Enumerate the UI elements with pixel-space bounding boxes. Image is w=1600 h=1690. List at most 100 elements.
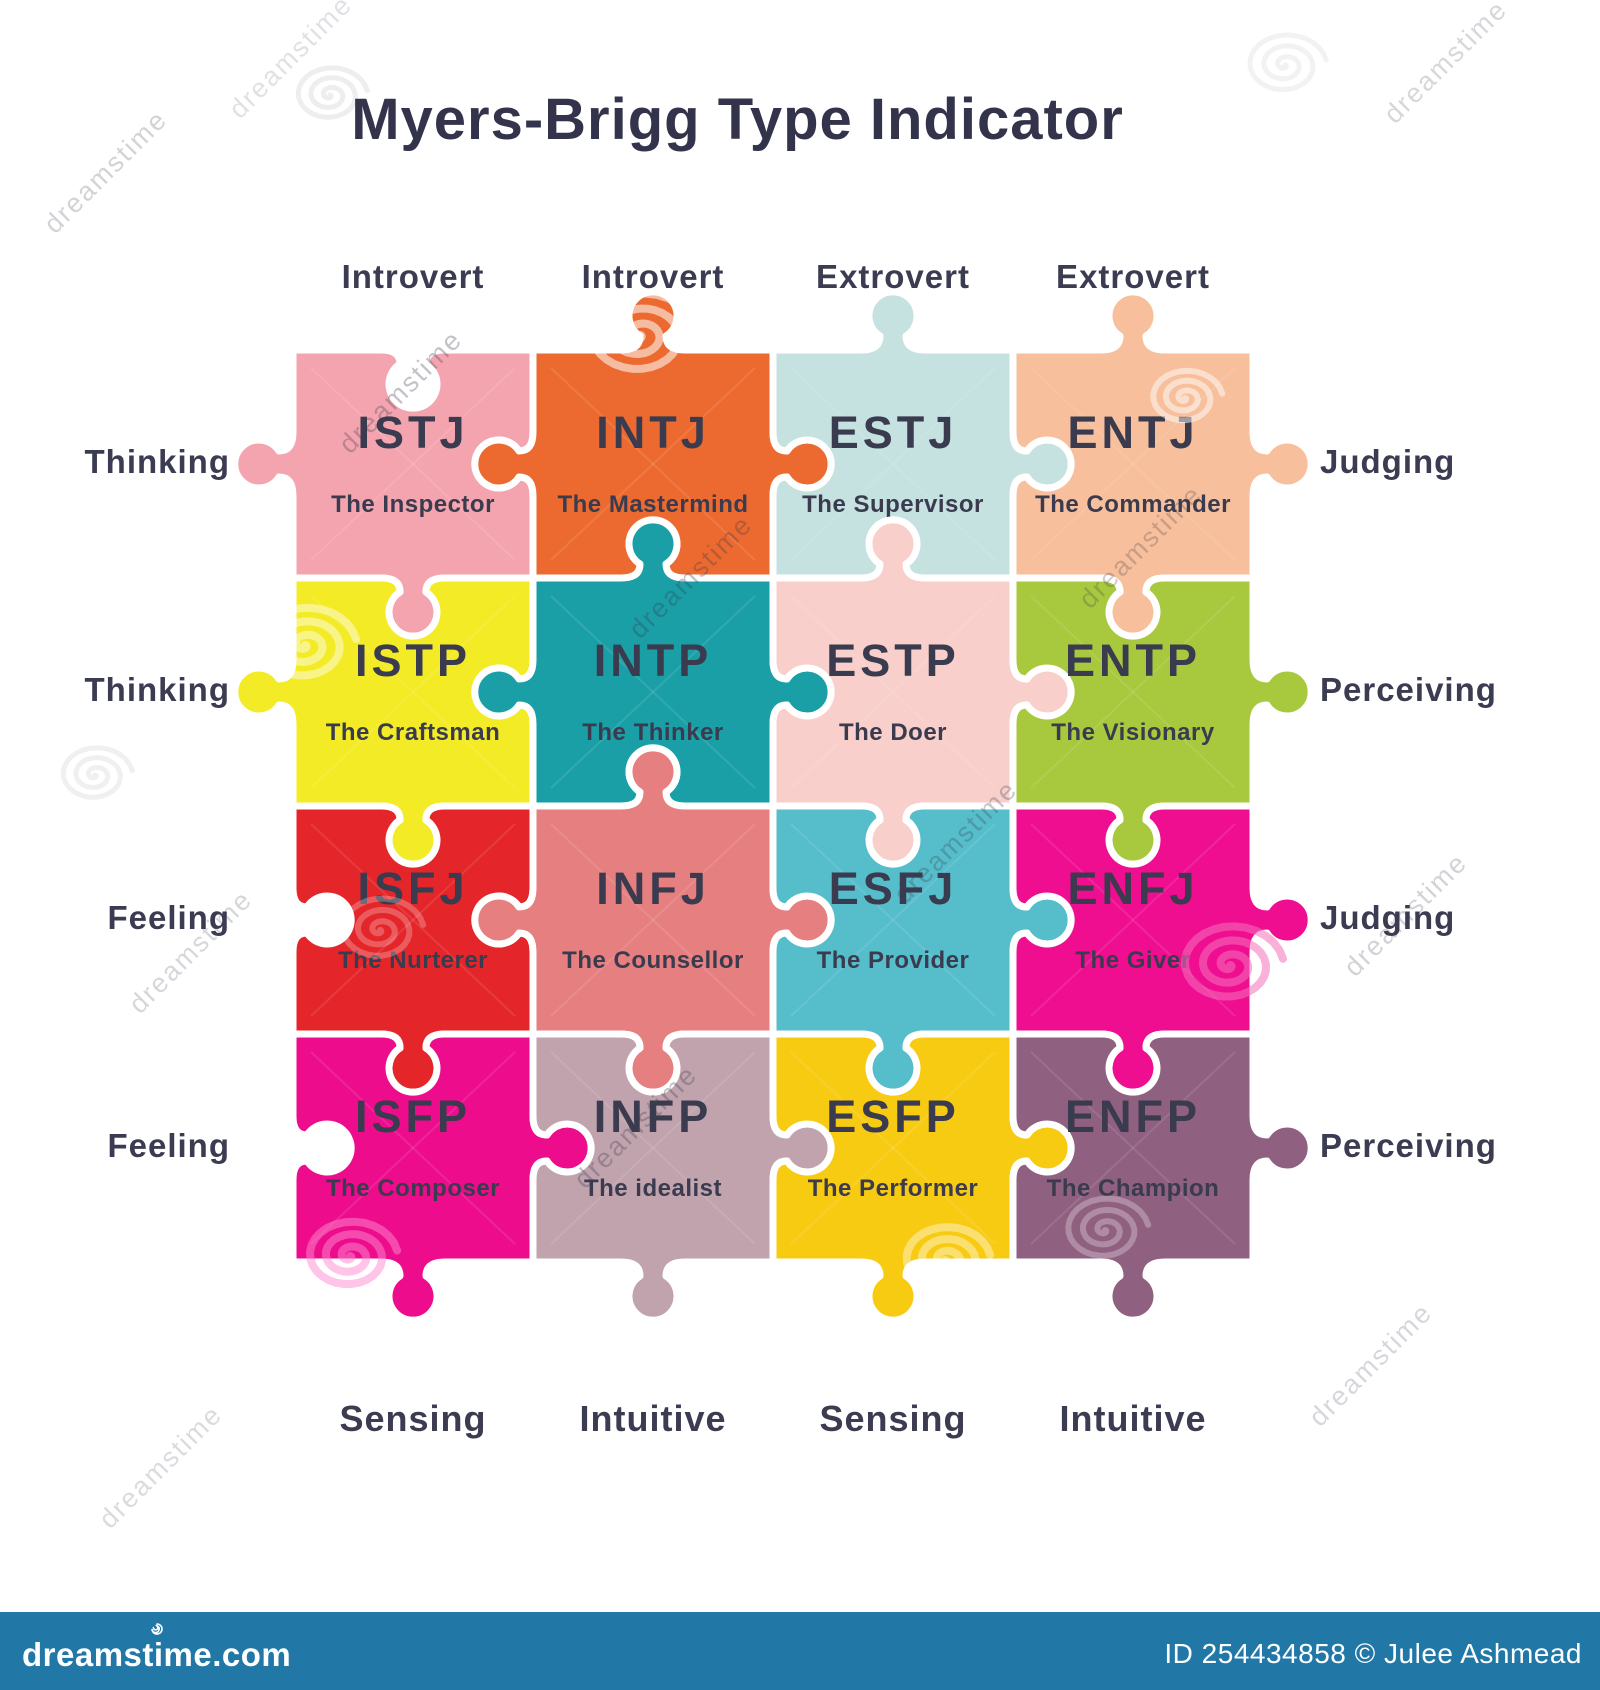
watermark-line — [1030, 595, 1236, 789]
watermark-line — [1030, 367, 1236, 561]
watermark-line — [790, 367, 996, 561]
axis-label-bottom-sensing-1: Sensing — [339, 1398, 487, 1439]
watermark-line — [310, 595, 516, 789]
type-name: The Supervisor — [802, 491, 984, 518]
watermark-line — [550, 367, 756, 561]
type-code: INFP — [594, 1091, 713, 1142]
watermark-line — [550, 367, 756, 561]
type-code: ENFP — [1065, 1091, 1201, 1142]
puzzle-piece-isfp: ISFP The Composer — [289, 1030, 595, 1324]
type-code: ISFP — [355, 1091, 471, 1142]
type-name: The Thinker — [582, 719, 724, 746]
watermark-line — [790, 823, 996, 1017]
watermark-line — [1030, 595, 1236, 789]
type-code: ESFP — [826, 1091, 960, 1142]
type-code: ESTJ — [829, 407, 958, 458]
watermark-line — [790, 1051, 996, 1245]
watermark-line — [550, 823, 756, 1017]
watermark-line — [790, 367, 996, 561]
type-code: INTJ — [596, 407, 710, 458]
dreamstime-logo: dreamstime.com — [22, 1636, 292, 1673]
axis-label-left-thinking-1: Thinking — [84, 443, 230, 480]
axis-label-top-introvert-2: Introvert — [581, 258, 725, 295]
watermark-line — [550, 823, 756, 1017]
axis-label-top-introvert-1: Introvert — [341, 258, 485, 295]
watermark-line — [310, 823, 516, 1017]
watermark-line — [310, 823, 516, 1017]
axis-label-top-extrovert-1: Extrovert — [816, 258, 970, 295]
type-code: INFJ — [596, 863, 710, 914]
watermark-line — [790, 595, 996, 789]
type-code: INTP — [594, 635, 713, 686]
watermark-text: dreamstime — [93, 1399, 228, 1534]
type-code: ISFJ — [357, 863, 468, 914]
page-title: Myers-Brigg Type Indicator — [351, 87, 1124, 152]
watermark-line — [790, 595, 996, 789]
puzzle-piece-enfp: ENFP The Champion — [1009, 1030, 1315, 1324]
type-code: ISTJ — [357, 407, 468, 458]
axis-label-bottom-sensing-2: Sensing — [819, 1398, 967, 1439]
watermark-line — [1030, 1051, 1236, 1245]
type-name: The Inspector — [331, 491, 495, 518]
type-code: ESTP — [826, 635, 960, 686]
type-name: The Champion — [1047, 1175, 1220, 1202]
type-name: The Composer — [326, 1175, 500, 1202]
type-code: ENTJ — [1067, 407, 1198, 458]
puzzle-piece-enfp-shape — [1009, 1030, 1315, 1324]
watermark-line — [310, 367, 516, 561]
type-name: The Performer — [808, 1175, 979, 1202]
watermark-line — [1030, 823, 1236, 1017]
type-name: The Giver — [1075, 947, 1190, 974]
watermark-spiral-icon — [340, 895, 427, 959]
image-credit: ID 254434858 © Julee Ashmead — [1164, 1638, 1582, 1669]
axis-label-left-thinking-2: Thinking — [84, 671, 230, 708]
watermark-line — [1030, 1051, 1236, 1245]
watermark-spiral-icon — [305, 1217, 402, 1289]
puzzle-piece-entj: ENTJ The Commander — [1009, 288, 1315, 640]
axis-label-right-perceiving-1: Perceiving — [1320, 671, 1497, 708]
type-name: The Counsellor — [562, 947, 744, 974]
watermark-spiral-icon — [295, 65, 370, 120]
watermark-line — [550, 1051, 756, 1245]
watermark-line — [790, 823, 996, 1017]
watermark-spiral-icon — [1065, 1195, 1152, 1259]
watermark-spiral-icon — [587, 289, 701, 373]
watermark-text: dreamstime — [1303, 1297, 1438, 1432]
type-code: ENTP — [1065, 635, 1201, 686]
axis-label-left-feeling-1: Feeling — [107, 899, 230, 936]
type-name: The Mastermind — [557, 491, 748, 518]
axis-label-bottom-intuitive-2: Intuitive — [1059, 1398, 1207, 1439]
watermark-line — [310, 595, 516, 789]
watermark-line — [790, 1051, 996, 1245]
watermark-line — [550, 595, 756, 789]
watermark-line — [550, 1051, 756, 1245]
type-name: The Visionary — [1051, 719, 1215, 746]
type-name: The Provider — [817, 947, 970, 974]
type-name: The Commander — [1035, 491, 1231, 518]
watermark-spiral-icon — [1180, 922, 1287, 1001]
watermark-line — [1030, 823, 1236, 1017]
type-name: The Craftsman — [326, 719, 501, 746]
watermark-line — [310, 1051, 516, 1245]
dreamstime-logo-spiral-icon — [151, 1623, 163, 1635]
watermark-spiral-icon — [1150, 367, 1226, 424]
watermark-line — [310, 1051, 516, 1245]
axis-label-right-perceiving-2: Perceiving — [1320, 1127, 1497, 1164]
axis-label-bottom-intuitive-1: Intuitive — [579, 1398, 727, 1439]
axis-label-left-feeling-2: Feeling — [107, 1127, 230, 1164]
type-code: ESFJ — [829, 863, 958, 914]
watermark-line — [1030, 367, 1236, 561]
watermark-spiral-icon — [257, 603, 360, 680]
type-code: ISTP — [355, 635, 471, 686]
footer-bar: dreamstime.com ID 254434858 © Julee Ashm… — [0, 1612, 1600, 1690]
watermark-line — [550, 595, 756, 789]
type-name: The Nurterer — [338, 947, 488, 974]
axis-label-top-extrovert-2: Extrovert — [1056, 258, 1210, 295]
watermark-spiral-icon — [902, 1223, 995, 1291]
type-name: The idealist — [584, 1175, 722, 1202]
axis-label-right-judging-1: Judging — [1320, 443, 1456, 480]
axis-label-right-judging-2: Judging — [1320, 899, 1456, 936]
type-code: ENFJ — [1067, 863, 1198, 914]
